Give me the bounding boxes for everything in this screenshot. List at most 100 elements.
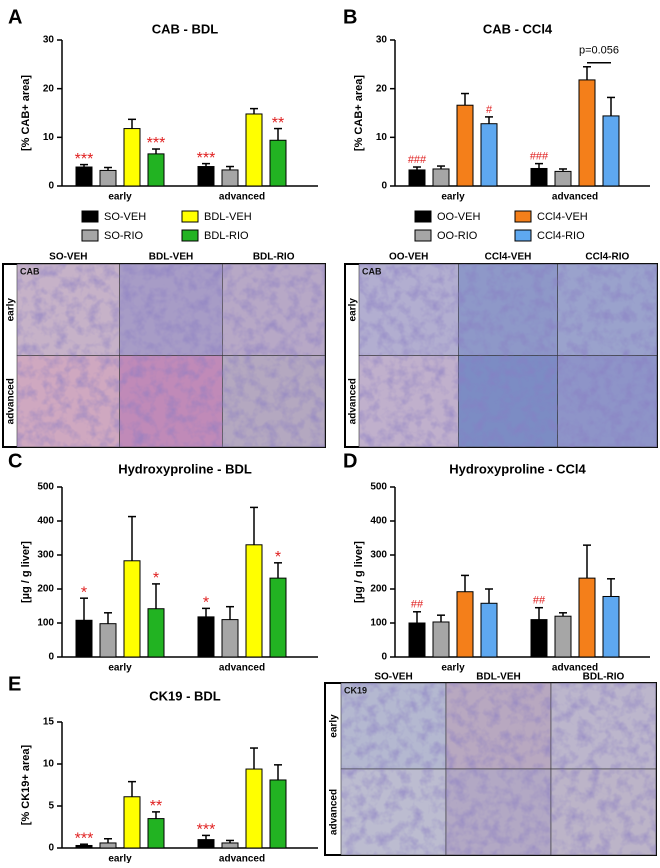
bar	[147, 608, 165, 658]
y-tick-label: 30	[376, 35, 388, 46]
y-tick-label: 0	[48, 652, 54, 663]
y-tick-label: 30	[43, 35, 55, 46]
x-tick-label: advanced	[219, 192, 265, 203]
significance-mark: #	[486, 104, 493, 116]
stain-label: CAB	[362, 266, 382, 276]
column-label: CCl4-VEH	[485, 252, 532, 263]
legend-label: BDL-VEH	[204, 211, 252, 223]
panel-letter: E	[8, 673, 21, 695]
micrograph-texture	[446, 769, 551, 855]
legend-swatch	[514, 229, 532, 242]
bar	[269, 139, 287, 187]
stain-label: CK19	[344, 685, 367, 695]
y-tick-label: 100	[37, 618, 54, 629]
y-tick-label: 15	[43, 717, 55, 728]
panel-letter: D	[343, 450, 357, 472]
row-label: advanced	[329, 789, 340, 835]
significance-mark: ***	[147, 135, 166, 152]
significance-mark: *	[275, 549, 281, 566]
significance-mark: *	[81, 584, 87, 601]
bar	[75, 619, 93, 658]
significance-mark: *	[153, 570, 159, 587]
bar	[123, 560, 141, 658]
micrograph-texture	[222, 264, 325, 356]
bar	[432, 621, 450, 658]
significance-mark: **	[272, 115, 284, 132]
bar	[147, 818, 165, 849]
bar	[578, 79, 596, 187]
y-tick-label: 300	[37, 550, 54, 561]
legend-swatch	[81, 210, 99, 223]
x-tick-label: advanced	[552, 663, 598, 674]
row-label: early	[329, 714, 340, 738]
bar	[269, 577, 287, 658]
x-tick-label: advanced	[219, 663, 265, 674]
chart-title: CAB - CCl4	[483, 21, 553, 36]
column-label: BDL-RIO	[253, 252, 295, 263]
y-tick-label: 300	[370, 550, 387, 561]
legend-swatch	[414, 229, 432, 242]
bar	[197, 616, 215, 658]
significance-mark: **	[150, 798, 162, 815]
x-tick-label: early	[108, 854, 132, 863]
y-tick-label: 0	[381, 181, 387, 192]
legend-label: OO-RIO	[437, 230, 478, 242]
bar	[530, 167, 548, 187]
micrograph-texture	[341, 769, 446, 855]
micrograph-texture	[17, 355, 120, 447]
bar	[480, 123, 498, 187]
bar	[99, 623, 117, 658]
y-tick-label: 400	[37, 516, 54, 527]
chart-title: Hydroxyproline - CCl4	[449, 461, 586, 476]
panel-letter: B	[343, 6, 357, 28]
micrograph-texture	[119, 355, 223, 447]
bar	[408, 169, 426, 187]
significance-mark: ###	[530, 151, 549, 163]
bar	[75, 166, 93, 187]
bar	[578, 577, 596, 658]
bar	[456, 104, 474, 187]
legend-swatch	[181, 229, 199, 242]
column-label: SO-VEH	[374, 672, 412, 683]
x-tick-label: advanced	[552, 192, 598, 203]
x-tick-label: early	[441, 192, 465, 203]
bar	[99, 842, 117, 849]
y-tick-label: 10	[43, 132, 55, 143]
chart-title: CK19 - BDL	[149, 688, 221, 703]
row-label: early	[6, 298, 17, 322]
y-tick-label: 500	[37, 482, 54, 493]
stain-label: CAB	[20, 266, 40, 276]
significance-mark: ***	[75, 830, 94, 847]
y-tick-label: 500	[370, 482, 387, 493]
column-label: OO-VEH	[389, 252, 428, 263]
y-tick-label: 100	[370, 618, 387, 629]
bar	[269, 779, 287, 849]
bar	[530, 619, 548, 658]
micrograph-texture	[551, 683, 656, 769]
micrograph-texture	[341, 683, 446, 769]
bar	[554, 615, 572, 658]
chart-title: Hydroxyproline - BDL	[118, 461, 252, 476]
micrograph-texture	[359, 355, 459, 447]
micrograph-texture	[359, 264, 459, 356]
bar	[456, 591, 474, 658]
micrograph-texture	[557, 264, 657, 356]
y-axis-label: [µg / g liver]	[353, 541, 365, 603]
x-tick-label: early	[108, 663, 132, 674]
bar	[602, 595, 620, 658]
y-tick-label: 0	[48, 181, 54, 192]
micrograph-texture	[557, 355, 657, 447]
y-tick-label: 0	[381, 652, 387, 663]
micrograph-texture	[458, 264, 558, 356]
bar	[123, 128, 141, 187]
y-tick-label: 20	[376, 83, 388, 94]
bar	[245, 544, 263, 658]
column-label: BDL-VEH	[149, 252, 193, 263]
column-label: BDL-RIO	[583, 672, 625, 683]
y-tick-label: 20	[43, 83, 55, 94]
panel-letter: C	[8, 450, 22, 472]
legend-swatch	[414, 210, 432, 223]
legend-label: SO-VEH	[104, 211, 146, 223]
bar	[221, 169, 239, 187]
